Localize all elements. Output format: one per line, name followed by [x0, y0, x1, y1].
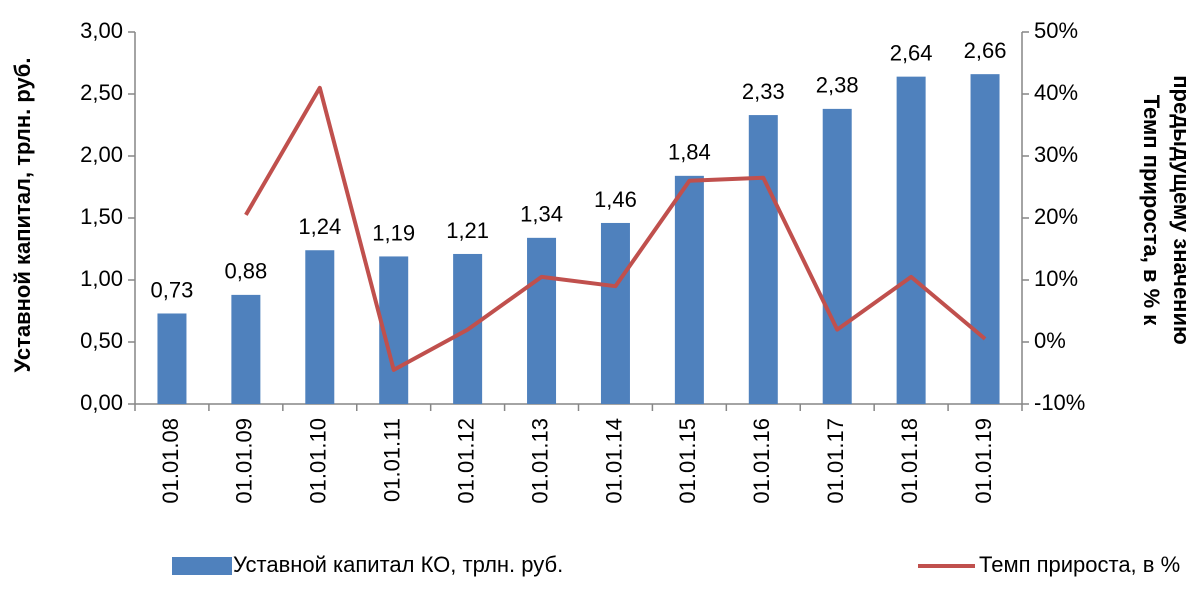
bar — [896, 76, 926, 404]
data-label: 0,88 — [224, 259, 267, 284]
y2-tick-label: 20% — [1034, 204, 1078, 229]
x-tick-label: 01.01.18 — [897, 418, 922, 504]
y-axis-title: Уставной капитал, трлн. руб. — [10, 58, 35, 373]
bar — [822, 108, 852, 404]
y2-tick-label: 40% — [1034, 80, 1078, 105]
data-label: 2,33 — [742, 79, 785, 104]
data-label: 1,34 — [520, 202, 563, 227]
y-tick-label: 3,00 — [80, 18, 123, 43]
line — [244, 85, 987, 372]
x-tick-label: 01.01.10 — [306, 418, 331, 504]
y2-tick-label: 0% — [1034, 328, 1066, 353]
bar — [305, 250, 335, 404]
x-tick-label: 01.01.12 — [453, 418, 478, 504]
x-tick-label: 01.01.09 — [232, 418, 257, 504]
y2-tick-label: 30% — [1034, 142, 1078, 167]
bar — [231, 294, 261, 404]
y-tick-label: 2,50 — [80, 80, 123, 105]
x-tick-label: 01.01.08 — [158, 418, 183, 504]
x-tick-label: 01.01.19 — [971, 418, 996, 504]
bar — [600, 222, 630, 404]
bar — [157, 313, 187, 404]
y-tick-label: 2,00 — [80, 142, 123, 167]
x-tick-label: 01.01.13 — [527, 418, 552, 504]
data-label: 2,64 — [890, 40, 933, 65]
data-label: 1,19 — [372, 220, 415, 245]
data-label: 1,46 — [594, 187, 637, 212]
legend-label: Уставной капитал КО, трлн. руб. — [233, 552, 563, 577]
x-tick-label: 01.01.17 — [823, 418, 848, 504]
y-tick-label: 0,00 — [80, 390, 123, 415]
bar — [748, 115, 778, 404]
bar — [527, 237, 557, 404]
data-label: 2,66 — [964, 38, 1007, 63]
y2-tick-label: -10% — [1034, 390, 1085, 415]
data-label: 0,73 — [151, 277, 194, 302]
data-label: 1,21 — [446, 218, 489, 243]
bar — [674, 175, 704, 404]
data-label: 1,84 — [668, 140, 711, 165]
y2-axis-title: предыдущему значению — [1169, 75, 1194, 345]
y-tick-label: 1,00 — [80, 266, 123, 291]
legend-swatch — [172, 557, 232, 575]
y2-tick-label: 50% — [1034, 18, 1078, 43]
x-tick-label: 01.01.14 — [601, 418, 626, 504]
y-tick-label: 0,50 — [80, 328, 123, 353]
x-tick-label: 01.01.15 — [675, 418, 700, 504]
legend-label: Темп прироста, в % — [979, 552, 1180, 577]
y2-axis-title: Темп прироста, в % к — [1139, 95, 1164, 327]
data-label: 1,24 — [298, 214, 341, 239]
y-tick-label: 1,50 — [80, 204, 123, 229]
x-tick-label: 01.01.16 — [749, 418, 774, 504]
bar — [970, 74, 1000, 404]
data-label: 2,38 — [816, 73, 859, 98]
x-tick-label: 01.01.11 — [380, 418, 405, 502]
y2-tick-label: 10% — [1034, 266, 1078, 291]
